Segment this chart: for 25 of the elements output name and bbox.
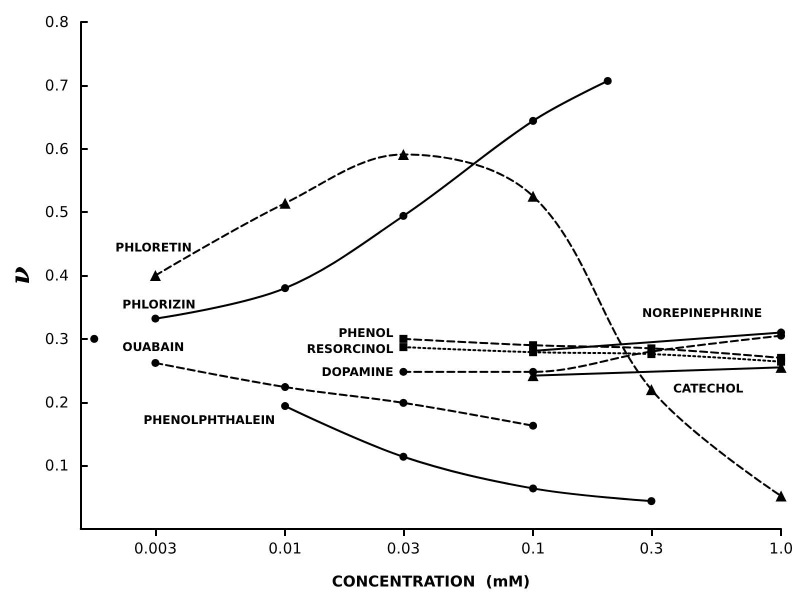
series-label: NOREPINEPHRINE (642, 306, 762, 320)
series-label: CATECHOL (673, 382, 744, 396)
x-axis-title: CONCENTRATION (mM) (332, 572, 530, 590)
y-tick-label: 0.3 (44, 330, 69, 348)
series-label: PHENOLPHTHALEIN (143, 413, 276, 428)
x-tick-label: 0.1 (521, 540, 546, 558)
y-tick-label: 0.6 (44, 140, 69, 158)
x-tick-label: 0.03 (386, 540, 420, 558)
x-tick-label: 1.0 (769, 540, 793, 558)
series-label: PHLORIZIN (122, 298, 196, 312)
x-tick-label: 0.003 (134, 540, 177, 558)
y-tick-label: 0.8 (44, 13, 69, 31)
series-label: RESORCINOL (306, 342, 394, 356)
y-tick-label: 0.7 (44, 76, 69, 94)
series-label: PHLORETIN (115, 240, 192, 254)
series-label: DOPAMINE (322, 364, 394, 379)
series-label: OUABAIN (122, 340, 184, 354)
x-tick-label: 0.01 (268, 540, 302, 558)
y-tick-label: 0.2 (44, 393, 69, 412)
series-label: PHENOL (338, 326, 394, 340)
y-axis-title: ν (6, 266, 36, 285)
y-tick-label: 0.1 (44, 456, 69, 475)
y-tick-label: 0.4 (44, 266, 69, 284)
x-tick-label: 0.3 (639, 540, 664, 558)
y-tick-label: 0.5 (44, 203, 69, 222)
